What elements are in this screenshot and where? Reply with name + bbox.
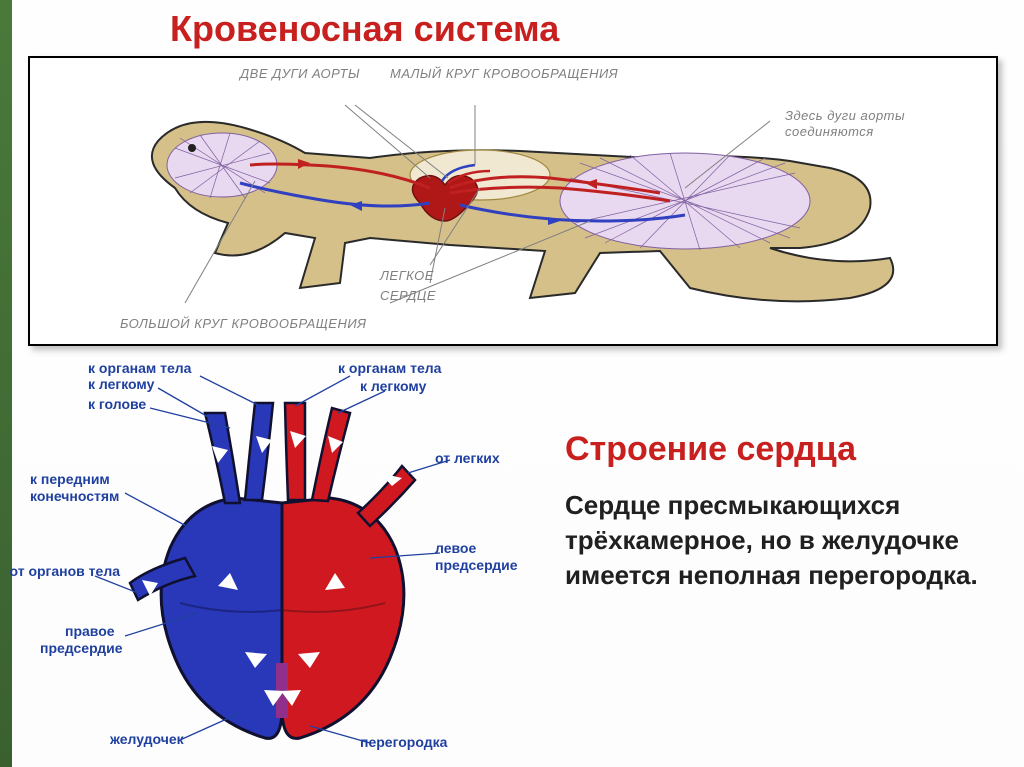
label-from-body: от органов тела — [0, 563, 120, 579]
label-arches-join-2: соединяются — [785, 124, 874, 139]
label-left-atrium-2: предсердие — [435, 557, 518, 573]
lizard-circulatory-diagram: ДВЕ ДУГИ АОРТЫ МАЛЫЙ КРУГ КРОВООБРАЩЕНИЯ… — [28, 56, 998, 346]
left-accent-bar — [0, 0, 12, 767]
label-to-lung-right: к легкому — [360, 378, 426, 394]
label-right-atrium-2: предсердие — [40, 640, 123, 656]
heart-section-text: Сердце пресмыкающихся трёхкамерное, но в… — [565, 488, 995, 593]
label-to-body-right: к органам тела — [338, 360, 441, 376]
label-ventricle: желудочек — [110, 731, 184, 747]
label-aortic-arches: ДВЕ ДУГИ АОРТЫ — [240, 66, 360, 81]
label-to-forelimbs-1: к передним — [30, 471, 110, 487]
label-to-head: к голове — [88, 396, 146, 412]
label-heart: СЕРДЦЕ — [380, 288, 436, 303]
label-right-atrium-1: правое — [65, 623, 115, 639]
label-lung: ЛЕГКОЕ — [380, 268, 434, 283]
page-title: Кровеносная система — [170, 8, 559, 50]
label-septum: перегородка — [360, 734, 447, 750]
label-to-body-left: к органам тела — [88, 360, 191, 376]
label-arches-join-1: Здесь дуги аорты — [785, 108, 905, 123]
label-to-lung-left: к легкому — [88, 376, 154, 392]
label-pulmonary-circuit: МАЛЫЙ КРУГ КРОВООБРАЩЕНИЯ — [390, 66, 618, 81]
label-from-lungs: от легких — [435, 450, 500, 466]
label-systemic-circuit: БОЛЬШОЙ КРУГ КРОВООБРАЩЕНИЯ — [120, 316, 367, 331]
heart-section-title: Строение сердца — [565, 430, 856, 469]
label-left-atrium-1: левое — [435, 540, 476, 556]
label-to-forelimbs-2: конечностям — [30, 488, 119, 504]
heart-structure-diagram: к легкому к органам тела к голове к орга… — [30, 358, 530, 758]
